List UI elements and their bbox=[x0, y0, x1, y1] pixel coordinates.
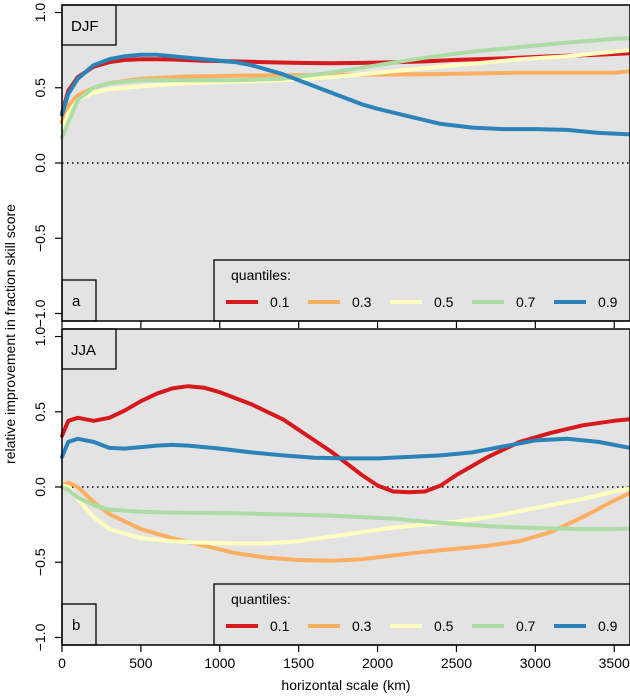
panel-title-box: JJA bbox=[61, 328, 117, 370]
series-line-q0.7 bbox=[60, 36, 630, 140]
legend-label-q0.9: 0.9 bbox=[598, 618, 618, 634]
legend-label-q0.9: 0.9 bbox=[598, 294, 618, 310]
y-tick-label: 0.0 bbox=[32, 153, 48, 173]
x-tick-label: 0 bbox=[58, 655, 66, 671]
legend-title: quantiles: bbox=[231, 591, 291, 607]
x-tick-label: 1000 bbox=[204, 655, 235, 671]
series-line-q0.1 bbox=[60, 384, 630, 495]
x-tick-label: 1500 bbox=[283, 655, 314, 671]
legend-label-q0.5: 0.5 bbox=[434, 618, 454, 634]
y-tick-label: 0.5 bbox=[32, 78, 48, 98]
legend-label-q0.7: 0.7 bbox=[516, 618, 536, 634]
y-tick-label: 1.0 bbox=[32, 327, 48, 347]
series-line-q0.9 bbox=[60, 436, 630, 461]
legend-label-q0.3: 0.3 bbox=[352, 618, 372, 634]
legend-label-q0.7: 0.7 bbox=[516, 294, 536, 310]
y-tick-label: 0.5 bbox=[32, 402, 48, 422]
y-tick-label: 1.0 bbox=[32, 3, 48, 23]
x-tick-label: 2000 bbox=[362, 655, 393, 671]
legend-label-q0.5: 0.5 bbox=[434, 294, 454, 310]
y-tick-label: 0.0 bbox=[32, 477, 48, 497]
x-tick-label: 500 bbox=[129, 655, 153, 671]
panel-letter-box: a bbox=[61, 279, 97, 322]
x-axis-label: horizontal scale (km) bbox=[281, 677, 410, 693]
legend-label-q0.3: 0.3 bbox=[352, 294, 372, 310]
panel-title: JJA bbox=[71, 342, 96, 359]
panel-a: DJF a quantiles: 0.1 0.3 0.5 0.7 0.9 −1.0 −0.5 0.0… bbox=[32, 3, 630, 328]
y-tick-label: −0.5 bbox=[32, 224, 48, 252]
legend-title: quantiles: bbox=[231, 267, 291, 283]
x-tick-label: 3000 bbox=[520, 655, 551, 671]
panel-title-box: DJF bbox=[61, 4, 117, 46]
panel-title-frame bbox=[61, 328, 117, 370]
panel-b: JJA b quantiles: 0.1 0.3 0.5 0.7 0.9 −1.0 −0.5 0.0… bbox=[32, 327, 630, 671]
legend-frame bbox=[213, 259, 630, 322]
panel-letter: b bbox=[72, 617, 80, 634]
panel-title: DJF bbox=[71, 18, 99, 35]
y-axis-label: relative improvement in fraction skill s… bbox=[2, 204, 18, 464]
panel-letter-box: b bbox=[61, 603, 97, 646]
x-tick-label: 3500 bbox=[599, 655, 630, 671]
x-tick-label: 2500 bbox=[441, 655, 472, 671]
series-line-q0.7 bbox=[60, 485, 630, 532]
y-tick-label: −1.0 bbox=[32, 623, 48, 651]
y-tick-label: −0.5 bbox=[32, 548, 48, 576]
legend: quantiles: 0.1 0.3 0.5 0.7 0.9 bbox=[213, 259, 630, 322]
panels: DJF a quantiles: 0.1 0.3 0.5 0.7 0.9 −1.0 −0.5 0.0… bbox=[32, 3, 630, 671]
series-line-q0.9 bbox=[60, 52, 630, 137]
panel-letter: a bbox=[72, 293, 81, 310]
y-tick-label: −1.0 bbox=[32, 299, 48, 327]
legend: quantiles: 0.1 0.3 0.5 0.7 0.9 bbox=[213, 583, 630, 646]
legend-label-q0.1: 0.1 bbox=[270, 294, 290, 310]
series-line-q0.1 bbox=[60, 51, 630, 116]
legend-label-q0.1: 0.1 bbox=[270, 618, 290, 634]
series-line-q0.5 bbox=[60, 483, 630, 546]
